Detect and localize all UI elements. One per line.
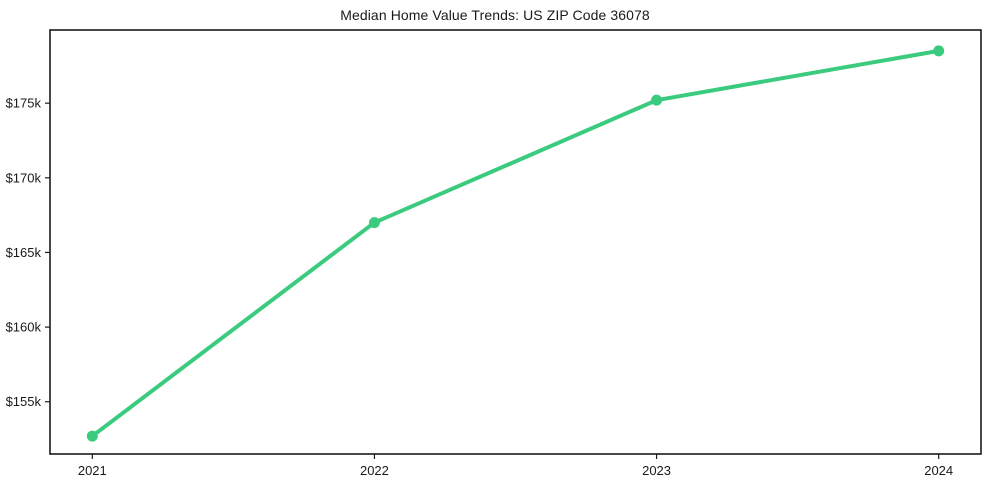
- x-tick-label: 2022: [360, 463, 389, 478]
- plot-area-spines: [49, 29, 982, 455]
- y-tick-label: $170k: [6, 170, 42, 185]
- data-point: [651, 94, 663, 106]
- chart-title: Median Home Value Trends: US ZIP Code 36…: [340, 7, 650, 23]
- y-tick-label: $160k: [6, 320, 42, 335]
- x-tick-label: 2024: [924, 463, 953, 478]
- trend-line: [90, 48, 941, 439]
- x-tick-label: 2021: [78, 463, 107, 478]
- y-tick-label: $155k: [6, 394, 42, 409]
- data-point: [368, 217, 380, 229]
- x-tick-label: 2023: [642, 463, 671, 478]
- y-tick-label: $165k: [6, 245, 42, 260]
- y-tick-label: $175k: [6, 96, 42, 111]
- data-point: [86, 430, 98, 442]
- data-point: [933, 45, 945, 57]
